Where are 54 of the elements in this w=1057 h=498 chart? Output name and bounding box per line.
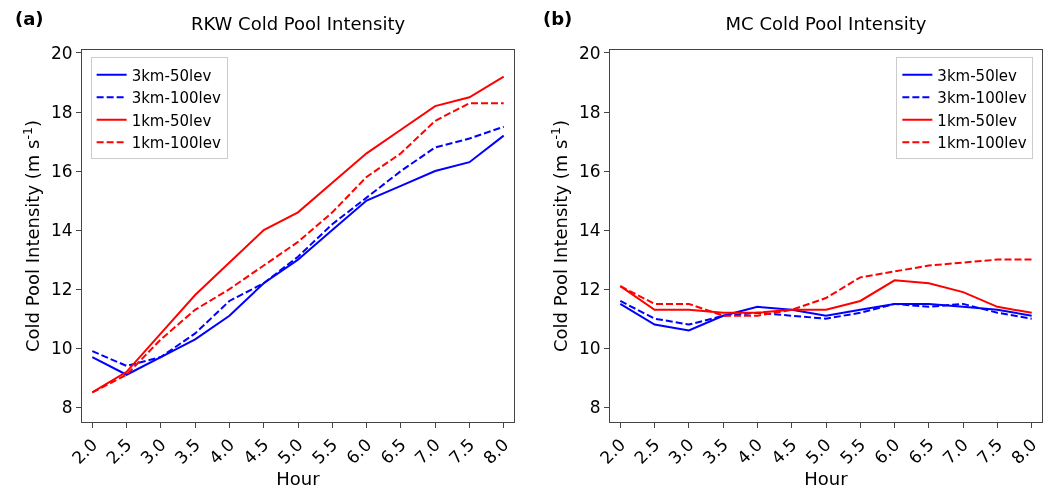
x-tick-label: 4.0 [733, 434, 767, 468]
text: (b) [543, 8, 573, 29]
y-tick-label: 20 [50, 42, 73, 63]
x-tick-label: 7.5 [973, 434, 1007, 468]
chart-title: MC Cold Pool Intensity [725, 13, 927, 35]
legend-label: 1km-100lev [937, 134, 1027, 153]
x-tick-label: 5.5 [835, 434, 870, 468]
x-tick-label: 6.0 [870, 434, 904, 468]
y-tick-label: 16 [578, 161, 601, 181]
x-tick-label: 6.0 [342, 434, 376, 468]
x-tick-label: 2.0 [67, 434, 102, 468]
x-tick-label: 3.5 [698, 434, 732, 468]
x-tick-label: 3.5 [170, 434, 204, 468]
x-tick-label: 2.5 [102, 434, 136, 468]
x-tick-label: 3.0 [136, 434, 170, 468]
x-tick-label: 2.0 [595, 434, 630, 468]
x-tick-label: 7.0 [938, 434, 972, 468]
x-tick-label: 4.5 [239, 434, 273, 468]
x-tick-label: 3.0 [664, 434, 698, 468]
y-tick-label: 12 [578, 279, 601, 300]
legend-label: 1km-50lev [937, 111, 1018, 130]
y-tick-label: 14 [50, 220, 73, 241]
legend-label: 1km-50lev [131, 111, 212, 130]
y-tick-label: 18 [50, 101, 73, 122]
x-tick-label: 6.5 [376, 434, 410, 468]
legend-label: 3km-50lev [131, 66, 212, 85]
x-tick-label: 8.0 [479, 434, 513, 468]
y-tick-label: 18 [578, 101, 601, 122]
y-tick-label: 20 [578, 42, 601, 63]
chart-title: RKW Cold Pool Intensity [190, 13, 406, 35]
x-tick-label: 7.0 [410, 434, 444, 468]
y-tick-label: 8 [61, 397, 73, 418]
y-tick-label: 12 [50, 279, 73, 300]
x-tick-label: 8.0 [1007, 434, 1041, 468]
legend-label: 1km-100lev [131, 134, 221, 153]
y-tick-label: 10 [578, 338, 601, 359]
x-tick-label: 6.5 [904, 434, 938, 468]
x-tick-label: 2.5 [630, 434, 664, 468]
legend-label: 3km-100lev [937, 89, 1027, 108]
y-tick-label: 8 [589, 397, 601, 418]
legend-label: 3km-50lev [937, 66, 1018, 85]
x-axis-title: Hour [804, 467, 849, 489]
x-axis-title: Hour [276, 467, 321, 489]
legend-label: 3km-100lev [131, 89, 221, 108]
y-tick-label: 16 [50, 161, 73, 181]
x-tick-label: 5.0 [273, 434, 307, 468]
x-tick-label: 5.0 [801, 434, 835, 468]
y-tick-label: 14 [578, 220, 601, 241]
x-tick-label: 7.5 [445, 434, 479, 468]
x-tick-label: 4.5 [767, 434, 801, 468]
x-tick-label: 5.5 [307, 434, 342, 468]
text: (a) [15, 8, 44, 29]
x-tick-label: 4.0 [205, 434, 239, 468]
y-tick-label: 10 [50, 338, 73, 359]
